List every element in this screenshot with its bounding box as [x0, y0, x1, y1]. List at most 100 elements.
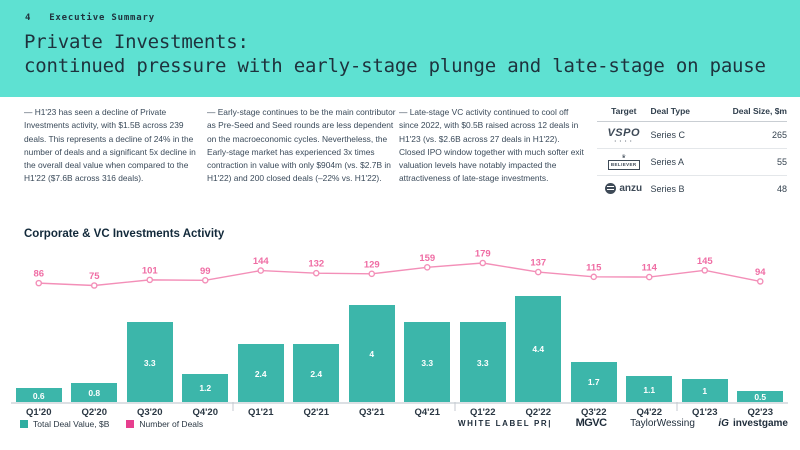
kicker: 4 Executive Summary	[25, 13, 155, 23]
header-band: 4 Executive Summary Private Investments: …	[0, 0, 800, 97]
deals-line-chart: 86 75 101 99 144 132 129 159 179 137 115 114 145 94	[11, 249, 788, 411]
svg-text:115: 115	[586, 262, 602, 273]
bar-value-label: 1	[702, 385, 708, 396]
table-row: VSPO Series C 265	[597, 121, 787, 149]
bar-value-label: 3.3	[143, 357, 156, 368]
investgame-mark: iG	[718, 417, 729, 429]
legend-swatch-deals	[126, 420, 135, 428]
bar-value-label: 2.4	[254, 368, 267, 379]
col-header-target: Target	[597, 103, 651, 122]
bar-value-label: 0.6	[32, 390, 45, 401]
bar-Q4'21: 3.3	[404, 322, 451, 403]
legend-swatch-deal-value	[20, 420, 28, 428]
bar-value-label: 1.2	[199, 383, 212, 394]
page-number: 4	[25, 13, 32, 23]
deal-type-value: Series A	[650, 148, 708, 176]
bar-value-label: 0.8	[88, 388, 101, 399]
bar-value-label: 1.7	[587, 377, 600, 388]
believer-logo: ♛ BELIEVER	[607, 153, 640, 170]
vspo-logo: VSPO	[607, 127, 640, 143]
deal-type-value: Series C	[650, 121, 708, 149]
chart-plot: 0.6 0.8 3.3 1.2 2.4 2.4 4 3.3 3.3 4.4 1.7 1.1 1 0.5 Q1…	[11, 240, 788, 425]
chart-title: Corporate & VC Investments Activity	[24, 228, 225, 240]
crown-icon: ♛	[621, 153, 626, 160]
bar-value-label: 4	[369, 349, 375, 360]
bar-Q2'23: 0.5	[737, 390, 784, 403]
svg-text:75: 75	[89, 271, 100, 282]
svg-text:129: 129	[364, 259, 380, 270]
svg-text:145: 145	[697, 256, 714, 267]
svg-text:94: 94	[755, 267, 766, 278]
legend-label-deal-value: Total Deal Value, $B	[33, 419, 110, 429]
x-axis-label: Q3'21	[359, 407, 385, 418]
bar-value-label: 3.3	[476, 357, 489, 368]
table-row: ♛ BELIEVER Series A 55	[597, 148, 787, 176]
x-axis-label: Q4'22	[636, 407, 663, 418]
col-header-deal-size: Deal Size, $m	[707, 103, 787, 122]
x-axis-label: Q2'20	[81, 407, 108, 418]
svg-text:114: 114	[642, 263, 658, 274]
x-axis-label: Q3'22	[581, 407, 607, 418]
x-axis-label: Q4'20	[192, 407, 219, 418]
slide-title: Private Investments: continued pressure …	[24, 31, 766, 78]
summary-paragraph-2: — Early-stage continues to be the main c…	[207, 107, 396, 184]
footer-logos: WHITE LABEL PR| MGVC TaylorWessing iG inv…	[458, 417, 788, 429]
svg-text:144: 144	[253, 256, 270, 267]
mgvc-logo: MGVC	[575, 417, 608, 429]
x-axis-label: Q1'21	[248, 407, 274, 418]
bar-Q2'20: 0.8	[71, 383, 118, 403]
white-label-pr-logo: WHITE LABEL PR|	[458, 418, 553, 428]
x-axis-label: Q3'20	[137, 407, 163, 418]
x-axis-label: Q1'20	[26, 407, 52, 418]
slide-title-line1: Private Investments:	[24, 31, 249, 53]
investgame-logo: iG investgame	[718, 417, 788, 429]
x-axis-label: Q2'21	[303, 407, 330, 418]
svg-text:137: 137	[530, 258, 546, 269]
deal-size-value: 48	[776, 184, 787, 195]
bar-value-label: 0.5	[754, 391, 767, 402]
svg-text:179: 179	[475, 249, 491, 260]
col-header-deal-type: Deal Type	[650, 103, 708, 122]
svg-text:159: 159	[419, 253, 435, 264]
bar-value-label: 3.3	[421, 357, 434, 368]
bar-Q4'20: 1.2	[182, 373, 229, 403]
x-axis-label: Q4'21	[414, 407, 441, 418]
bar-value-label: 1.1	[643, 384, 656, 395]
bar-Q1'22: 3.3	[459, 322, 506, 403]
bar-value-label: 4.4	[532, 344, 545, 355]
bar-Q1'23: 1	[681, 378, 728, 403]
anzu-circle-icon	[605, 182, 617, 194]
deal-size-value: 265	[707, 121, 787, 149]
bar-Q3'21: 4	[348, 305, 395, 403]
bar-Q1'21: 2.4	[237, 344, 284, 403]
anzu-logo: anzu	[605, 182, 642, 194]
slide-title-line2: continued pressure with early-stage plun…	[24, 54, 766, 77]
x-axis-label: Q1'22	[470, 407, 496, 418]
bar-Q3'22: 1.7	[570, 361, 617, 403]
deal-size-value: 55	[707, 148, 787, 176]
svg-text:86: 86	[33, 269, 44, 280]
deal-type-value: Series B	[650, 184, 685, 195]
svg-text:101: 101	[142, 265, 159, 276]
summary-paragraph-1: — H1'23 has seen a decline of Private In…	[24, 107, 196, 184]
section-label: Executive Summary	[49, 13, 155, 23]
bar-Q2'22: 4.4	[515, 295, 562, 403]
svg-text:99: 99	[200, 266, 211, 277]
summary-paragraph-3: — Late-stage VC activity continued to co…	[399, 107, 584, 184]
bar-Q3'20: 3.3	[126, 322, 173, 403]
bar-Q4'22: 1.1	[626, 376, 673, 403]
svg-text:132: 132	[308, 259, 324, 270]
taylor-wessing-logo: TaylorWessing	[630, 417, 695, 429]
bar-Q1'20: 0.6	[15, 388, 62, 403]
x-axis-label: Q2'23	[747, 407, 774, 418]
table-row: anzu Series B 48	[597, 176, 787, 203]
x-axis-label: Q2'22	[525, 407, 552, 418]
deals-table: Target Deal Type Deal Size, $m VSPO Seri…	[597, 103, 787, 203]
bar-value-label: 2.4	[310, 368, 323, 379]
x-axis-label: Q1'23	[692, 407, 718, 418]
chart-legend: Total Deal Value, $B Number of Deals	[20, 419, 203, 429]
legend-label-deals: Number of Deals	[139, 419, 204, 429]
bar-Q2'21: 2.4	[293, 344, 340, 403]
deals-table-header-row: Target Deal Type Deal Size, $m	[597, 103, 787, 122]
